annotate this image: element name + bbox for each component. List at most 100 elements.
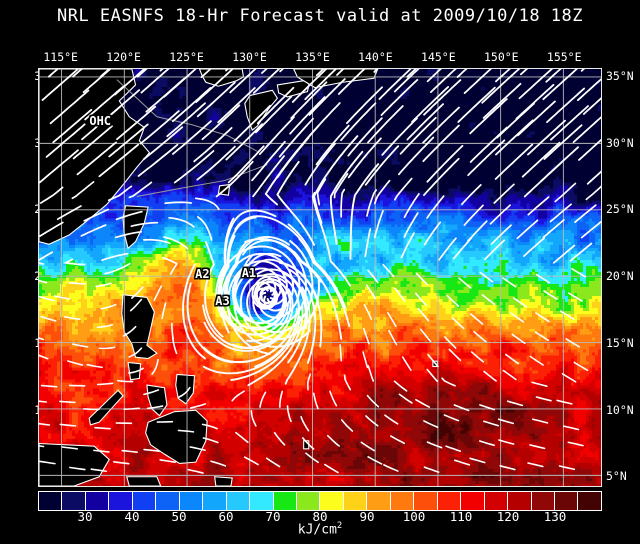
- ohc-map-panel[interactable]: OHC A2 A1 A3: [38, 68, 602, 487]
- wind-streamline: [139, 110, 180, 145]
- wind-streamline: [293, 250, 343, 340]
- wind-streamline: [380, 78, 419, 116]
- wind-streamline: [523, 237, 545, 257]
- wind-streamline: [182, 263, 206, 360]
- colorbar-swatch-65[interactable]: [250, 492, 274, 510]
- cyclone-spiral-arm: [246, 239, 314, 334]
- cyclone-spiral-arm: [244, 237, 308, 326]
- wind-streamline: [315, 69, 325, 77]
- wind-streamline: [527, 462, 544, 468]
- wind-streamline: [473, 330, 487, 343]
- colorbar-swatch-130[interactable]: [554, 492, 579, 510]
- wind-streamline: [340, 102, 377, 142]
- wind-streamline: [454, 459, 471, 466]
- wind-streamline: [365, 284, 377, 300]
- colorbar-swatch-25[interactable]: [62, 492, 86, 510]
- colorbar-swatch-35[interactable]: [109, 492, 133, 510]
- wind-streamline: [406, 69, 417, 78]
- colorbar-swatch-45[interactable]: [156, 492, 180, 510]
- colorbar[interactable]: [38, 491, 602, 511]
- wind-streamline: [39, 445, 45, 448]
- colorbar-swatch-85[interactable]: [343, 492, 368, 510]
- wind-streamline: [304, 102, 341, 142]
- wind-streamline: [364, 145, 400, 186]
- wind-streamline: [189, 446, 206, 452]
- colorbar-swatch-30[interactable]: [85, 492, 110, 510]
- wind-streamline: [573, 361, 589, 372]
- wind-streamline: [512, 297, 528, 308]
- colorbar-swatch-60[interactable]: [226, 492, 251, 510]
- colorbar-swatch-100[interactable]: [414, 492, 438, 510]
- wind-streamline: [390, 435, 406, 445]
- wind-streamline: [511, 333, 526, 345]
- wind-streamline: [401, 356, 412, 372]
- wind-streamline: [367, 365, 375, 382]
- wind-streamline: [255, 95, 293, 134]
- colorbar-swatch-75[interactable]: [296, 492, 321, 510]
- wind-streamline: [217, 265, 267, 336]
- colorbar-swatch-115[interactable]: [484, 492, 509, 510]
- colorbar-swatch-55[interactable]: [203, 492, 227, 510]
- colorbar-swatch-105[interactable]: [437, 492, 462, 510]
- wind-streamline: [259, 391, 267, 408]
- wind-streamline: [168, 216, 195, 228]
- colorbar-swatch-90[interactable]: [367, 492, 391, 510]
- landmass-11: [145, 409, 208, 464]
- wind-streamline: [490, 224, 512, 245]
- colorbar-swatch-135[interactable]: [578, 492, 601, 510]
- wind-streamline: [187, 468, 204, 474]
- wind-streamline: [252, 69, 281, 94]
- wind-streamline: [313, 135, 359, 224]
- wind-streamline: [279, 390, 284, 408]
- wind-streamline: [426, 368, 439, 383]
- wind-streamline: [393, 380, 408, 392]
- wind-streamline: [479, 271, 494, 283]
- colorbar-swatch-80[interactable]: [320, 492, 344, 510]
- wind-streamline: [546, 87, 586, 124]
- wind-streamline: [549, 203, 572, 223]
- wind-streamline: [276, 160, 316, 246]
- wind-streamline: [315, 124, 350, 166]
- wind-streamline: [411, 86, 450, 123]
- wind-streamline: [367, 269, 379, 284]
- wind-streamline: [221, 209, 277, 275]
- wind-streamline: [423, 157, 460, 196]
- colorbar-swatch-70[interactable]: [273, 492, 297, 510]
- wind-streamline: [532, 418, 549, 424]
- wind-streamline: [100, 303, 117, 310]
- wind-streamline: [39, 149, 79, 184]
- wind-streamline: [582, 97, 601, 115]
- colorbar-swatch-40[interactable]: [132, 492, 157, 510]
- wind-streamline: [203, 321, 287, 352]
- landmass-2: [244, 89, 279, 131]
- wind-streamline: [278, 117, 314, 158]
- wind-streamline: [129, 298, 143, 312]
- wind-streamline: [545, 69, 562, 83]
- wind-streamline: [430, 69, 457, 93]
- wind-streamline: [252, 155, 285, 198]
- wind-streamline: [41, 69, 80, 101]
- wind-streamline: [423, 420, 439, 429]
- colorbar-tick-90: 90: [359, 509, 375, 524]
- colorbar-swatch-95[interactable]: [390, 492, 415, 510]
- wind-streamline: [387, 311, 397, 327]
- wind-streamline: [193, 127, 233, 163]
- wind-streamline: [61, 446, 79, 450]
- colorbar-swatch-125[interactable]: [531, 492, 555, 510]
- wind-streamline: [427, 353, 439, 368]
- wind-streamline: [423, 79, 462, 116]
- cyclone-spiral-arm: [220, 252, 295, 334]
- colorbar-swatch-110[interactable]: [461, 492, 485, 510]
- wind-streamline: [67, 360, 84, 366]
- wind-streamline: [39, 460, 56, 465]
- wind-streamline: [83, 208, 110, 222]
- colorbar-swatch-20[interactable]: [39, 492, 63, 510]
- wind-streamline: [362, 351, 369, 369]
- colorbar-swatch-50[interactable]: [179, 492, 204, 510]
- wind-streamline: [426, 69, 442, 83]
- wind-streamline: [210, 460, 227, 467]
- wind-streamline: [289, 96, 326, 135]
- wind-streamline: [549, 105, 589, 141]
- colorbar-swatch-120[interactable]: [508, 492, 532, 510]
- colorbar-tick-130: 130: [543, 509, 567, 524]
